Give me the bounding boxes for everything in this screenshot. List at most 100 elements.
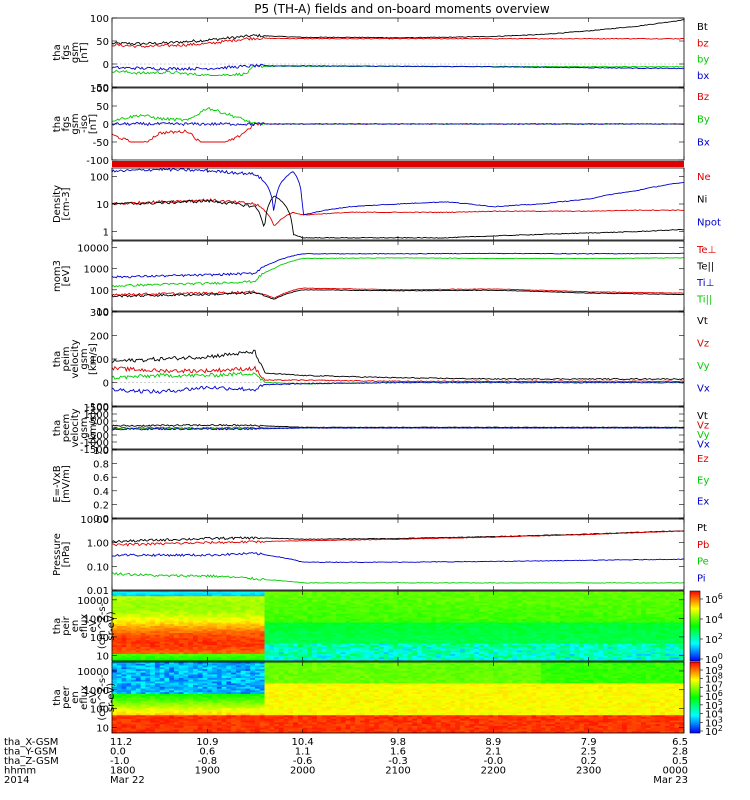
legend-label-Vy: Vy [697,430,710,441]
y-tick-label: 10000 [77,243,109,254]
legend-label-Ni: Ni [697,195,707,206]
y-tick-label: 10000 [77,667,109,678]
series-line-bx [112,63,684,71]
y-tick-label: 50 [96,102,109,113]
y-axis-label: thafgsgsm[nT] [52,42,90,63]
y-tick-label: 0.4 [93,487,109,498]
series-group [112,107,684,143]
colorbar [689,661,701,734]
y-tick-label: -50 [93,83,109,94]
series-line-Ti⊥ [112,252,684,279]
legend-label-Bt: Bt [697,22,708,33]
y-tick-label: 100 [90,172,109,183]
legend-label-Te⊥: Te⊥ [696,245,716,256]
series-line-Npot [112,168,684,216]
colorbar-tick-label: 109 [705,663,723,677]
y-axis-label: E=-VxB[mV/m] [52,465,72,503]
y-tick-label: 1.00 [87,539,109,550]
footer-row-label: tha_Y-GSM [4,747,57,758]
footer-value: 1900 [195,766,220,777]
colorbar-tick-label: 106 [705,689,723,703]
panel-2 [112,161,684,167]
footer-value: 2100 [385,766,410,777]
footer-row-label: tha_Z-GSM [4,756,59,767]
series-line-Ti|| [112,257,684,288]
y-tick-label: 10.00 [80,515,109,526]
y-tick-label: 100 [90,705,109,716]
series-line-Pb [112,530,684,547]
panel-frame [111,449,685,519]
series-line-Vz [112,365,684,383]
footer-value: 2.1 [485,747,501,758]
y-axis-label: thapeemvelocitygsm[km/s] [52,408,99,447]
footer-row-label: 2014 [4,775,29,786]
y-tick-label: -100 [86,402,109,413]
y-axis-label: thapeirenefluxeV(cm^2-s-sr-eV) [52,602,117,649]
y-tick-label: 0.10 [87,562,109,573]
footer-value: 2.8 [672,747,688,758]
y-tick-label: 1500 [84,403,109,414]
footer-value: 2300 [576,766,601,777]
y-tick-label: 1 [103,228,109,239]
y-tick-label: 1000 [84,410,109,421]
y-axis-label: thapeerenefluxeV(cm^2-s-sr-eV) [52,674,117,721]
y-tick-label: 0.8 [93,460,109,471]
footer-value: -0.0 [484,756,504,767]
panel-stack: Btbzbybx100500-50thafgsgsm[nT]BzByBx1005… [52,14,723,738]
y-tick-label: 0.0 [93,514,109,525]
footer-value: -0.6 [293,756,313,767]
legend-label-Vt: Vt [697,411,708,422]
legend-label-Vt: Vt [697,316,708,327]
colorbar-tick-label: 104 [705,612,723,626]
series-line-Pi [112,552,684,563]
footer-value: 0.2 [581,756,597,767]
y-axis-label: thapeimvelocitygsm[km/s] [52,339,99,378]
series-line-Te⊥ [112,287,684,299]
series-line-Vt [112,349,684,381]
legend-label-Pe: Pe [697,557,709,568]
legend-label-Pb: Pb [697,540,709,551]
y-tick-label: 100 [90,633,109,644]
y-tick-label: 0 [103,60,109,71]
y-tick-label: 0.01 [87,586,109,597]
y-tick-label: 0.6 [93,473,109,484]
legend-label-Ti⊥: Ti⊥ [696,278,714,289]
legend-label-bz: bz [697,38,709,49]
y-tick-label: 1000 [84,686,109,697]
legend-label-Ex: Ex [697,497,709,508]
legend-label-Vz: Vz [697,339,709,350]
colorbar-tick-label: 102 [705,632,723,646]
footer-value: 7.9 [581,737,597,748]
colorbar-tick-label: 104 [705,707,723,721]
legend-label-Ne: Ne [697,172,711,183]
footer-value: 2200 [481,766,506,777]
legend-label-Vx: Vx [697,440,710,451]
footer-value: -1.0 [110,756,130,767]
series-line-bz [112,36,684,49]
y-tick-label: 1.0 [93,446,109,457]
y-tick-label: 0.2 [93,500,109,511]
spectrogram [112,591,684,661]
colorbar-tick-label: 100 [705,652,723,666]
figure-title: P5 (TH-A) fields and on-board moments ov… [254,2,550,16]
y-tick-label: 10 [96,200,109,211]
mode-bar [112,161,684,167]
footer-value: -0.8 [198,756,218,767]
colorbar-tick-label: 106 [705,592,723,606]
footer-value: Mar 22 [110,775,145,786]
panel-8: Pt Pb Pe Pi 10.00 1.00 0.10 0.01 Pressure[nPa] [52,515,709,597]
y-tick-label: 300 [90,308,109,319]
y-axis-label: thafgsgsm-iso[nT] [52,113,99,134]
series-group [112,19,684,77]
legend-label-Bz: Bz [697,92,709,103]
legend-label-Vy: Vy [697,361,710,372]
footer-value: 2.5 [581,747,597,758]
y-tick-label: 10 [96,307,109,318]
y-tick-label: 50 [96,37,109,48]
panel-frame [111,17,685,88]
y-axis-label: Density[cm-3] [52,185,72,223]
y-tick-label: 10000 [77,596,109,607]
